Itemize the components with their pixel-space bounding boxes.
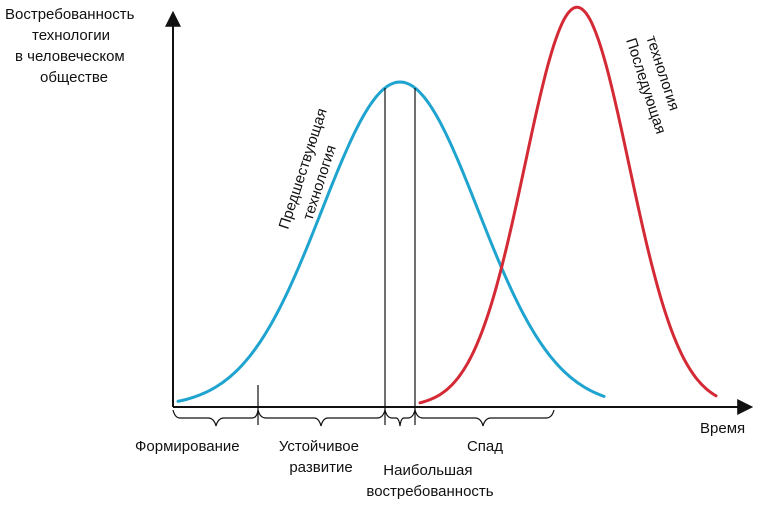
brace-formation: [172, 409, 259, 427]
phase-label-peak-demand-line-2: востребованность: [366, 483, 493, 500]
y-axis-label-line-4: обществе: [40, 69, 108, 86]
x-axis-label: Время: [700, 420, 745, 437]
previous-technology-label: Предшествующая технология: [276, 102, 351, 237]
brace-decline: [414, 409, 555, 427]
y-axis-label-line-1: Востребованность: [5, 6, 135, 23]
next-technology-label: Последующая технология: [622, 30, 689, 140]
next-technology-curve: [418, 5, 718, 405]
y-axis-label-line-2: технологии: [32, 27, 110, 44]
phase-label-sustainable-development-line-2: развитие: [289, 459, 352, 476]
previous-technology-curve: [176, 80, 606, 403]
y-axis-label-line-3: в человеческом: [15, 48, 125, 65]
brace-sustainable-development: [257, 409, 386, 427]
brace-peak-demand: [384, 409, 416, 427]
phase-label-peak-demand: Наибольшая востребованность: [366, 462, 493, 500]
phase-label-formation: Формирование: [135, 438, 240, 455]
phase-label-decline: Спад: [467, 438, 503, 455]
phase-label-peak-demand-line-1: Наибольшая: [383, 462, 472, 479]
y-axis-label: Востребованность технологии в человеческ…: [5, 6, 139, 86]
phase-label-sustainable-development: Устойчивое развитие: [279, 438, 363, 476]
phase-label-sustainable-development-line-1: Устойчивое: [279, 438, 359, 455]
